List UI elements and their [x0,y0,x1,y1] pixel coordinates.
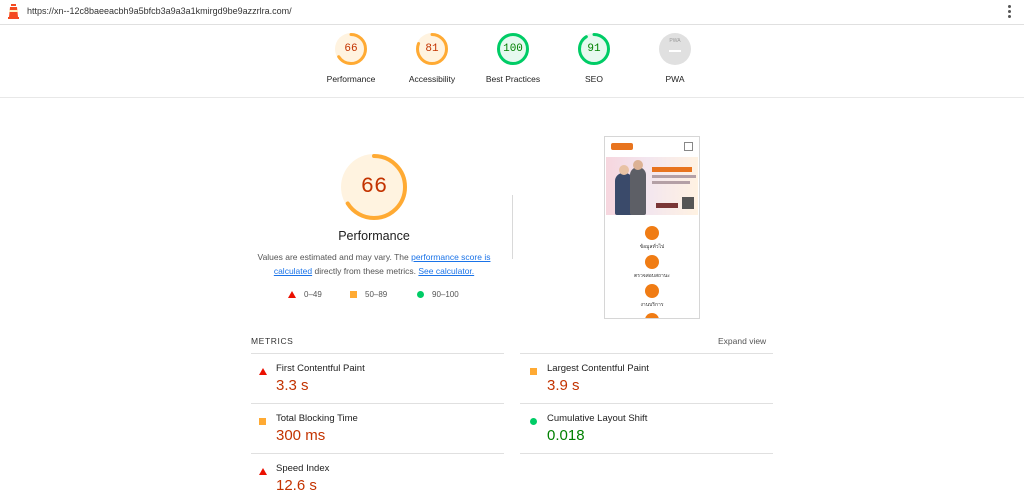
metric-value: 0.018 [547,427,585,444]
performance-title: Performance [338,229,410,243]
thumb-face [619,165,629,175]
divider [520,453,773,454]
metric-name: Cumulative Layout Shift [547,413,648,424]
desc-text: directly from these metrics. [312,266,419,276]
thumb-headline [652,167,692,172]
desc-text: Values are estimated and may vary. The [257,252,412,262]
thumb-caption: ตรวจสอบสถานะ [634,273,670,279]
thumb-text [652,175,696,178]
gauge-arc [416,33,448,65]
gauge-label: Performance [326,74,376,84]
gauge-arc [497,33,529,65]
gauge-seo[interactable]: 91 SEO [549,32,639,84]
top-bar: https://xn--12c8baeeacbh9a5bfcb3a9a3a1km… [0,0,1024,25]
divider [251,453,504,454]
performance-description: Values are estimated and may vary. The p… [252,250,496,278]
gauge-label: SEO [585,74,603,84]
legend-pass: 90–100 [417,290,459,299]
gauge-background [497,33,529,65]
gauge-label: Best Practices [485,74,541,84]
metric-name: Largest Contentful Paint [547,363,649,374]
metric-value: 300 ms [276,427,326,444]
fail-triangle-icon [259,368,267,375]
lighthouse-logo-icon [8,4,19,19]
gauge-background [341,154,407,220]
gauge-arc [578,33,610,65]
thumb-button [656,203,678,208]
gauge-background [335,33,367,65]
metric-value: 3.9 s [547,377,580,394]
gauge-score: 91 [587,43,601,55]
expand-view-button[interactable]: Expand view [718,336,767,346]
average-square-icon [530,368,537,375]
gauge-progress-arc [335,33,367,65]
performance-gauge-arc [341,154,407,220]
gauge-arc [335,33,367,65]
gauge-progress-arc [578,33,610,65]
gauge-accessibility[interactable]: 81 Accessibility [387,32,477,84]
divider [520,403,773,404]
circle-icon [417,291,424,299]
thumb-caption: งานบริการ [640,302,664,308]
gauge-progress-arc [341,154,407,220]
gauge-score: 81 [425,43,439,55]
thumb-caption: ข้อมูลทั่วไป [639,244,665,250]
page-url[interactable]: https://xn--12c8baeeacbh9a5bfcb3a9a3a1km… [27,6,292,16]
metric-value: 3.3 s [276,377,309,394]
performance-score: 66 [360,174,388,199]
gauge-background [578,33,610,65]
final-screenshot[interactable]: ข้อมูลทั่วไป ตรวจสอบสถานะ งานบริการ [604,136,700,319]
metric-name: Total Blocking Time [276,413,358,424]
legend-label: 90–100 [432,290,459,299]
gauge-score: 66 [344,43,358,55]
gauge-label: PWA [665,74,685,84]
square-icon [350,291,357,299]
thumb-header [605,137,699,157]
thumb-info-icon [645,226,659,240]
gauge-pwa[interactable]: PWA PWA [630,32,720,84]
more-options-icon[interactable] [1008,5,1012,19]
gauge-best-practices[interactable]: 100 Best Practices [468,32,558,84]
gauge-score: 100 [503,43,523,55]
metric-value: 12.6 s [276,477,317,494]
thumb-face [633,160,643,170]
metric-name: Speed Index [276,463,330,474]
thumb-text [652,181,690,184]
divider [520,353,773,354]
fail-triangle-icon [259,468,267,475]
triangle-icon [288,291,296,299]
gauge-label: Accessibility [408,74,456,84]
metrics-heading: METRICS [251,336,294,346]
thumb-more-icon [645,313,659,318]
thumb-banner [606,157,698,215]
gauge-progress-arc [497,33,529,65]
legend-fail: 0–49 [288,290,322,299]
legend-label: 0–49 [304,290,322,299]
gauge-progress-arc [416,33,448,65]
thumb-qr-icon [682,197,694,209]
pwa-badge-text: PWA [669,38,681,44]
divider [512,195,513,259]
category-gauges: 66 Performance 81 Accessibility 100 Best… [0,24,1024,98]
legend-label: 50–89 [365,290,388,299]
see-calculator-link[interactable]: See calculator. [418,266,475,276]
thumb-status-icon [645,255,659,269]
metric-name: First Contentful Paint [276,363,365,374]
gauge-performance[interactable]: 66 Performance [306,32,396,84]
performance-gauge: 66 [340,153,408,221]
divider [251,353,504,354]
pass-circle-icon [530,418,537,425]
thumb-person [630,167,646,215]
gauge-background [416,33,448,65]
legend-average: 50–89 [350,290,387,299]
pwa-badge-icon [659,33,691,65]
thumb-service-icon [645,284,659,298]
average-square-icon [259,418,266,425]
thumb-menu-icon [684,142,693,151]
divider [251,403,504,404]
thumb-person [615,173,633,215]
thumb-logo [611,143,633,150]
performance-score-link[interactable]: performance score is calculated [273,252,491,276]
